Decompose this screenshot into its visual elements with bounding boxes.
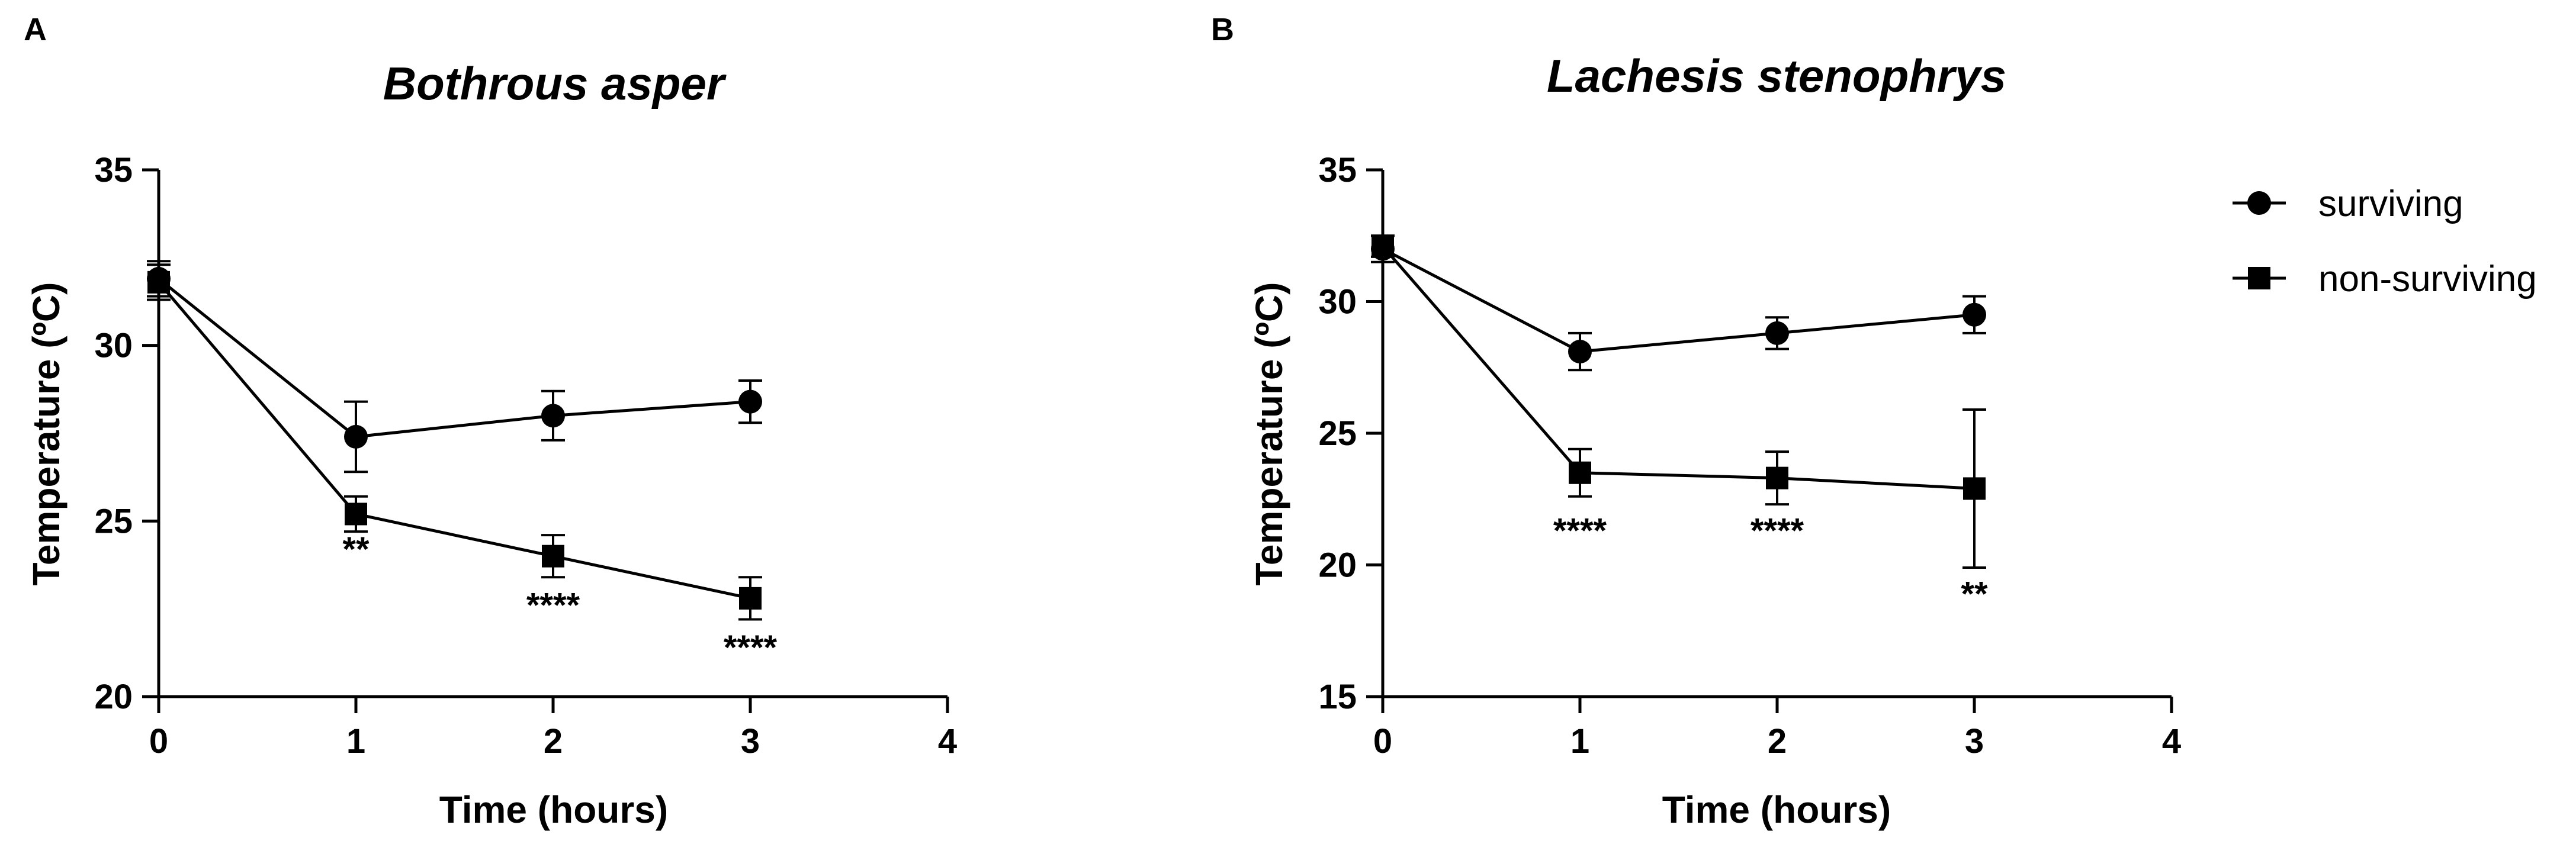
data-point-surviving-b xyxy=(1568,340,1592,364)
x-axis-label-b: Time (hours) xyxy=(1662,788,1891,831)
significance-label-a: **** xyxy=(724,629,778,667)
legend-square-marker xyxy=(2248,267,2270,289)
series-line-non-surviving-b xyxy=(1382,245,1975,490)
x-tick-label-a: 3 xyxy=(741,722,760,761)
x-tick-label-b: 1 xyxy=(1570,722,1589,761)
data-point-surviving-a xyxy=(344,424,368,449)
data-point-non-surviving-b xyxy=(1569,461,1591,484)
significance-label-b: ** xyxy=(1961,575,1988,613)
series-line-surviving-a xyxy=(158,277,751,439)
x-tick-label-b: 2 xyxy=(1768,722,1787,761)
y-axis-label-b: Temperature (ºC) xyxy=(1248,282,1290,586)
legend: surviving non-surviving xyxy=(2233,183,2537,299)
data-point-non-surviving-a xyxy=(345,502,367,526)
y-tick-label-b: 30 xyxy=(1318,283,1357,321)
chart-panel-b: B Lachesis stenophrys Temperature (ºC) T… xyxy=(1211,12,2181,831)
data-point-non-surviving-a xyxy=(739,587,762,610)
y-tick-label-b: 35 xyxy=(1318,151,1357,189)
panel-label-b: B xyxy=(1211,12,1234,47)
data-point-non-surviving-b xyxy=(1766,466,1788,489)
y-tick-label-b: 15 xyxy=(1318,678,1357,716)
x-tick-label-a: 4 xyxy=(938,722,957,761)
x-tick-label-a: 0 xyxy=(149,722,168,761)
data-point-surviving-b xyxy=(1962,302,1986,327)
chart-panel-a: A Bothrous asper Temperature (ºC) Time (… xyxy=(24,12,957,831)
panel-label-a: A xyxy=(24,12,47,47)
legend-label-non-surviving: non-surviving xyxy=(2318,259,2537,299)
data-point-non-surviving-b xyxy=(1963,477,1986,500)
data-point-surviving-b xyxy=(1765,321,1789,345)
series-line-surviving-b xyxy=(1382,247,1975,353)
y-tick-label-b: 20 xyxy=(1318,546,1357,585)
significance-label-b: **** xyxy=(1750,512,1804,550)
chart-title-b: Lachesis stenophrys xyxy=(1547,50,2006,102)
significance-label-a: **** xyxy=(526,587,580,625)
legend-label-surviving: surviving xyxy=(2318,183,2463,224)
legend-circle-marker xyxy=(2247,191,2271,215)
x-tick-label-b: 4 xyxy=(2162,722,2181,761)
y-tick-label-b: 25 xyxy=(1318,414,1357,453)
y-tick-label-a: 20 xyxy=(94,678,133,716)
x-tick-label-b: 3 xyxy=(1965,722,1984,761)
significance-label-b: **** xyxy=(1553,512,1607,550)
x-tick-label-a: 2 xyxy=(544,722,563,761)
data-point-surviving-a xyxy=(738,389,762,414)
data-point-non-surviving-a xyxy=(147,270,170,294)
chart-title-a: Bothrous asper xyxy=(383,57,727,109)
x-axis-label-a: Time (hours) xyxy=(439,788,668,831)
x-tick-label-b: 0 xyxy=(1373,722,1392,761)
data-point-surviving-a xyxy=(541,404,565,428)
series-line-non-surviving-a xyxy=(158,281,751,600)
data-point-non-surviving-a xyxy=(542,545,564,568)
significance-label-a: ** xyxy=(342,530,370,569)
y-tick-label-a: 25 xyxy=(94,502,133,540)
data-point-non-surviving-b xyxy=(1371,235,1394,258)
y-tick-label-a: 30 xyxy=(94,327,133,365)
y-axis-label-a: Temperature (ºC) xyxy=(25,282,68,586)
y-tick-label-a: 35 xyxy=(94,151,133,189)
x-tick-label-a: 1 xyxy=(346,722,365,761)
